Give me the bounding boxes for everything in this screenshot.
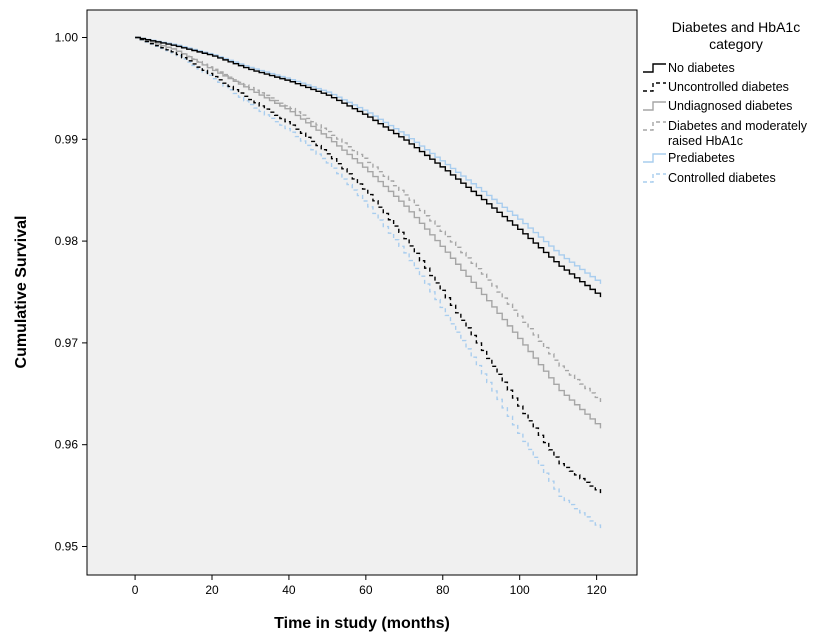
x-tick-label: 0 [132,583,139,597]
y-tick-label: 0.98 [55,234,79,248]
x-tick-label: 80 [436,583,450,597]
x-axis-title: Time in study (months) [274,615,450,632]
curve-no-diabetes [135,36,602,298]
legend-label-no-diabetes: No diabetes [668,61,735,75]
legend-symbol-prediabetes [643,153,666,163]
x-tick-label: 100 [510,583,530,597]
y-axis-title: Cumulative Survival [13,216,30,369]
legend-symbol-no-diabetes [643,63,666,73]
legend-label-controlled-diabetes: Controlled diabetes [668,171,776,185]
x-tick-label: 120 [587,583,607,597]
legend-title-line1: Diabetes and HbA1c [672,19,800,35]
x-tick-label: 40 [282,583,296,597]
y-tick-label: 0.95 [55,539,79,553]
legend-symbol-undiagnosed-diabetes [643,101,666,111]
legend-label-diabetes-and-moderately-raised-hba1c-line2: raised HbA1c [668,134,743,148]
curve-uncontrolled-diabetes [135,36,602,494]
legend-label-prediabetes: Prediabetes [668,151,735,165]
legend-label-diabetes-and-moderately-raised-hba1c-line1: Diabetes and moderately [668,119,808,133]
legend-label-undiagnosed-diabetes: Undiagnosed diabetes [668,99,792,113]
legend-symbol-uncontrolled-diabetes [643,82,666,92]
y-tick-label: 0.96 [55,438,79,452]
curve-controlled-diabetes [135,36,602,530]
plot-area [86,9,638,576]
x-tick-label: 20 [205,583,219,597]
legend-label-uncontrolled-diabetes: Uncontrolled diabetes [668,80,789,94]
y-tick-label: 1.00 [55,30,79,44]
survival-curves [135,36,602,530]
y-tick-label: 0.97 [55,336,79,350]
legend-symbol-diabetes-and-moderately-raised-hba1c [643,121,666,131]
axes: 0 20 40 60 80 100 120 0.95 0.96 0.97 0.98 0.99 1.00 [55,30,607,597]
curve-undiagnosed-diabetes [135,36,602,429]
legend: Diabetes and HbA1c category No diabetes U… [643,19,808,185]
x-tick-label: 60 [359,583,373,597]
legend-title-line2: category [709,36,763,52]
legend-symbol-controlled-diabetes [643,173,666,183]
y-tick-label: 0.99 [55,132,79,146]
curve-diabetes-and-moderately-raised-hba1c [135,36,602,402]
